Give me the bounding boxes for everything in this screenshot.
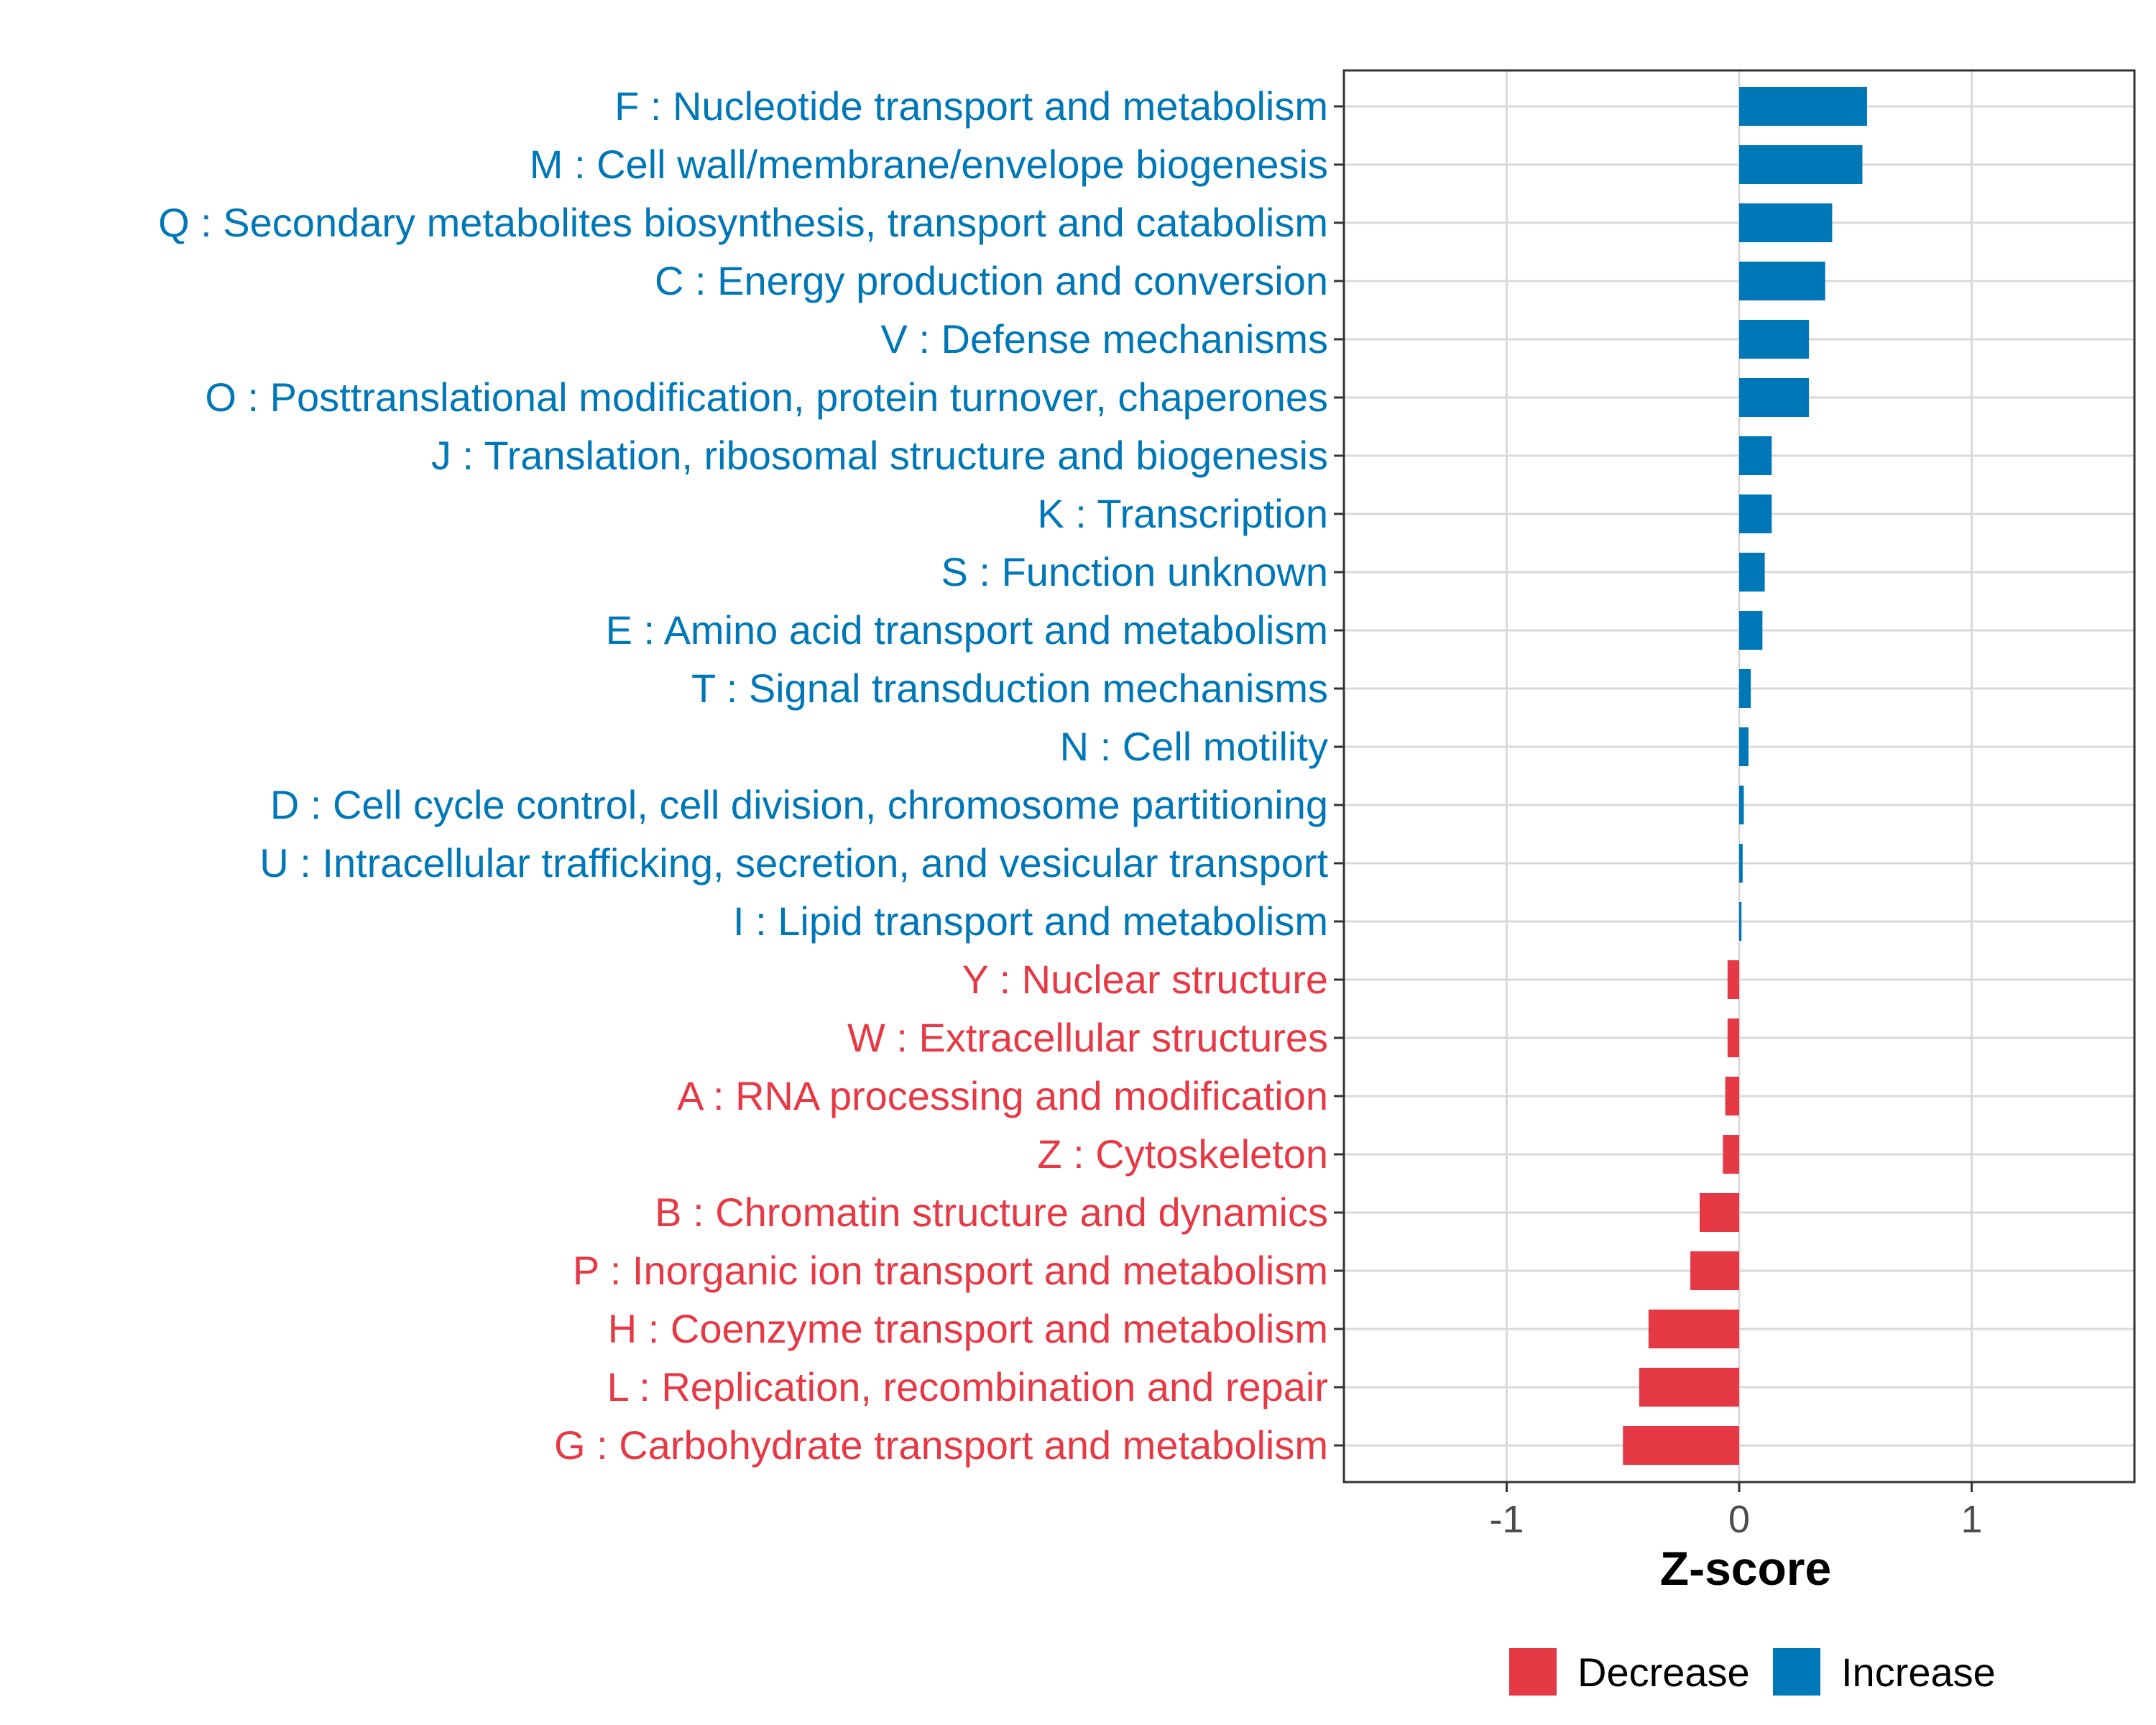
category-label: H : Coenzyme transport and metabolism (608, 1306, 1328, 1351)
category-label: U : Intracellular trafficking, secretion… (259, 840, 1328, 886)
category-label: L : Replication, recombination and repai… (607, 1364, 1328, 1409)
y-axis-ticks (1334, 105, 1344, 1447)
x-tick-label: -1 (1489, 1498, 1524, 1541)
x-axis-ticks: -1 0 1 (1489, 1482, 1983, 1541)
category-label: K : Transcription (1037, 491, 1328, 536)
bar-w (1727, 1018, 1739, 1057)
bar-q (1739, 203, 1833, 242)
category-label: V : Defense mechanisms (881, 316, 1328, 362)
category-label: E : Amino acid transport and metabolism (606, 607, 1328, 653)
bar-b (1700, 1193, 1739, 1232)
category-label: J : Translation, ribosomal structure and… (431, 433, 1328, 478)
category-label: Q : Secondary metabolites biosynthesis, … (158, 200, 1328, 245)
bar-a (1725, 1077, 1739, 1116)
category-label: O : Posttranslational modification, prot… (205, 374, 1328, 420)
category-labels: F : Nucleotide transport and metabolism M… (158, 83, 1328, 1468)
category-label: N : Cell motility (1060, 724, 1328, 769)
bar-z (1723, 1135, 1739, 1174)
bar-i (1739, 902, 1742, 941)
category-label: S : Function unknown (941, 549, 1328, 594)
bar-n (1739, 727, 1749, 766)
bar-g (1623, 1426, 1739, 1465)
bar-d (1739, 786, 1744, 824)
category-label: G : Carbohydrate transport and metabolis… (554, 1422, 1328, 1468)
bar-v (1739, 320, 1810, 359)
x-tick-label: 0 (1728, 1498, 1750, 1541)
category-label: T : Signal transduction mechanisms (691, 666, 1328, 711)
category-label: A : RNA processing and modification (677, 1073, 1328, 1118)
x-axis-title: Z-score (1660, 1542, 1831, 1595)
category-label: D : Cell cycle control, cell division, c… (270, 782, 1328, 827)
category-label: Z : Cytoskeleton (1037, 1131, 1328, 1177)
bar-c (1739, 262, 1825, 300)
category-label: F : Nucleotide transport and metabolism (614, 83, 1328, 129)
bar-u (1739, 844, 1743, 883)
category-label: W : Extracellular structures (847, 1015, 1328, 1060)
bar-h (1648, 1310, 1739, 1348)
category-label: M : Cell wall/membrane/envelope biogenes… (530, 142, 1328, 187)
bar-o (1739, 378, 1810, 417)
legend-label-decrease: Decrease (1577, 1650, 1750, 1695)
bar-e (1739, 611, 1763, 650)
legend-swatch-decrease (1509, 1648, 1557, 1696)
bar-s (1739, 553, 1765, 592)
bar-j (1739, 436, 1772, 475)
bar-f (1739, 87, 1867, 126)
legend-label-increase: Increase (1841, 1650, 1996, 1695)
category-label: Y : Nuclear structure (962, 957, 1328, 1002)
x-tick-label: 1 (1961, 1498, 1983, 1541)
category-label: C : Energy production and conversion (655, 258, 1328, 303)
bar-y (1727, 960, 1739, 999)
bars (1623, 87, 1867, 1465)
bar-p (1690, 1251, 1739, 1290)
bar-k (1739, 494, 1772, 533)
legend: Decrease Increase (1509, 1648, 1996, 1696)
category-label: I : Lipid transport and metabolism (733, 898, 1328, 944)
legend-swatch-increase (1773, 1648, 1820, 1696)
bar-l (1639, 1368, 1739, 1407)
category-label: P : Inorganic ion transport and metaboli… (573, 1248, 1328, 1293)
bar-t (1739, 669, 1751, 708)
category-label: B : Chromatin structure and dynamics (655, 1190, 1328, 1235)
bar-m (1739, 145, 1863, 184)
